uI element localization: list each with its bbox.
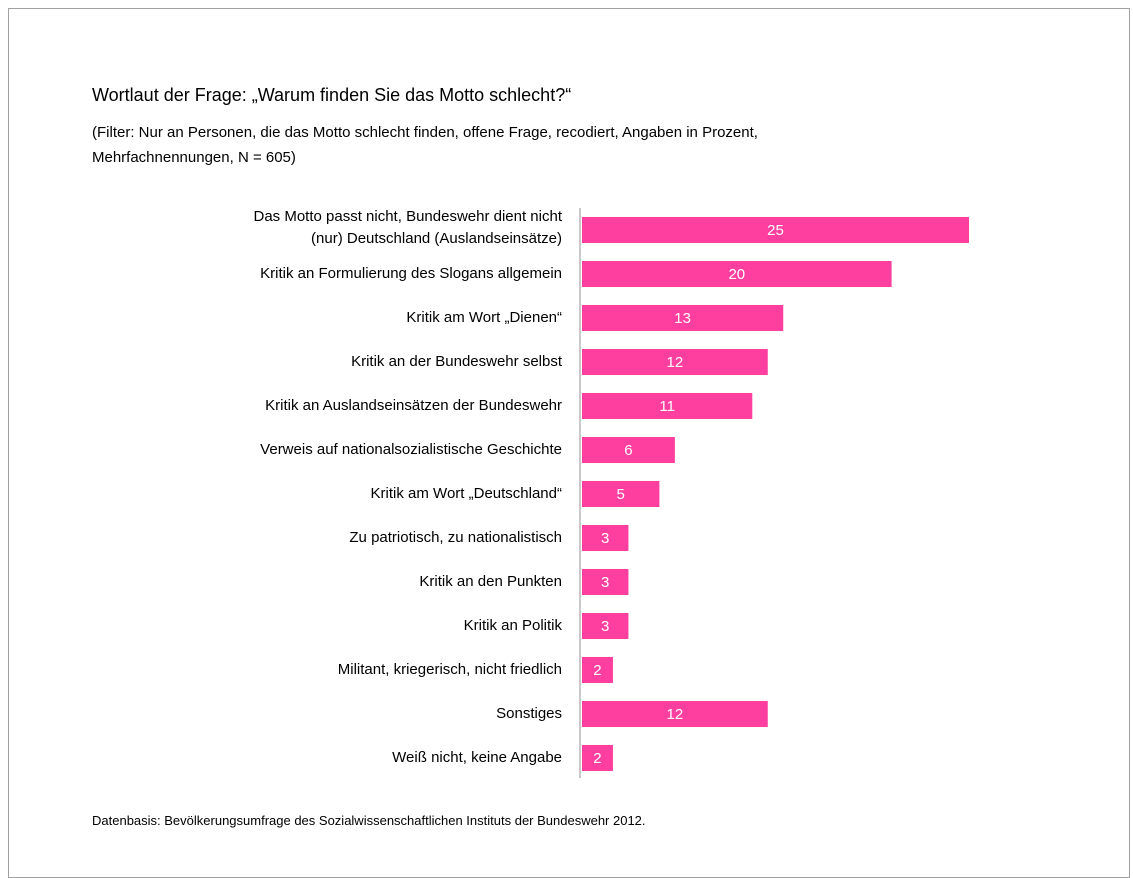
chart-subtitle: (Filter: Nur an Personen, die das Motto …	[92, 124, 758, 166]
value-label: 5	[617, 486, 625, 503]
value-label: 3	[601, 618, 609, 635]
category-label: Kritik am Wort „Deutschland“	[371, 485, 562, 502]
bar	[582, 525, 629, 551]
value-label: 13	[674, 310, 691, 327]
bar	[582, 305, 784, 331]
category-label-line: (nur) Deutschland (Auslandseinsätze)	[311, 230, 562, 247]
value-label: 2	[593, 750, 601, 767]
value-label: 3	[601, 530, 609, 547]
bar	[582, 701, 768, 727]
bar	[582, 217, 969, 243]
bar	[582, 393, 753, 419]
bar	[582, 569, 629, 595]
category-label: Sonstiges	[496, 705, 562, 722]
category-label: Verweis auf nationalsozialistische Gesch…	[260, 441, 562, 458]
value-label: 20	[728, 266, 745, 283]
source-note: Datenbasis: Bevölkerungsumfrage des Sozi…	[92, 813, 646, 828]
bar	[582, 481, 660, 507]
bar	[582, 657, 613, 683]
bar	[582, 349, 768, 375]
category-label: Kritik am Wort „Dienen“	[406, 309, 562, 326]
category-label: Kritik an den Punkten	[419, 573, 562, 590]
category-label: Kritik an Auslandseinsätzen der Bundeswe…	[265, 397, 562, 414]
value-label: 12	[667, 354, 684, 371]
bar	[582, 613, 629, 639]
category-label: Zu patriotisch, zu nationalistisch	[349, 529, 562, 546]
value-label: 25	[767, 222, 784, 239]
bar	[582, 261, 892, 287]
value-label: 12	[667, 706, 684, 723]
value-label: 6	[624, 442, 632, 459]
category-label: Weiß nicht, keine Angabe	[392, 749, 562, 766]
bar	[582, 745, 613, 771]
category-label-line: Das Motto passt nicht, Bundeswehr dient …	[254, 208, 563, 225]
bar	[582, 437, 675, 463]
category-label: Kritik an Formulierung des Slogans allge…	[260, 265, 562, 282]
category-label: Kritik an der Bundeswehr selbst	[351, 353, 563, 370]
value-label: 3	[601, 574, 609, 591]
chart-title: Wortlaut der Frage: „Warum finden Sie da…	[92, 85, 572, 105]
value-label: 11	[659, 398, 675, 415]
value-label: 2	[593, 662, 601, 679]
category-label: Militant, kriegerisch, nicht friedlich	[338, 661, 562, 678]
category-label: Das Motto passt nicht, Bundeswehr dient …	[254, 208, 563, 247]
category-label: Kritik an Politik	[464, 617, 563, 634]
